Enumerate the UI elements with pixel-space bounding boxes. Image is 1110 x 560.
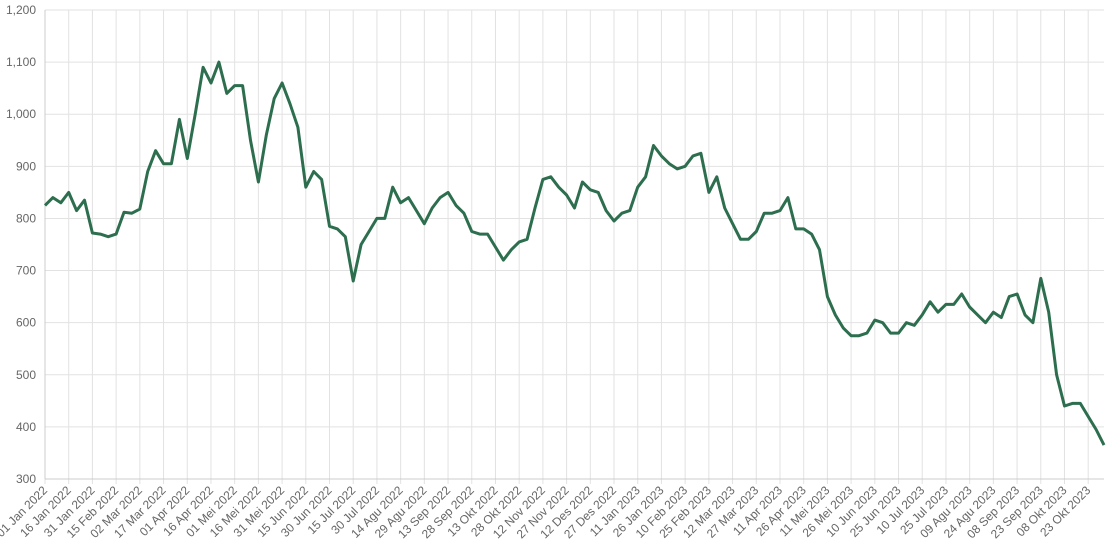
y-tick-label: 1,100	[6, 55, 36, 69]
y-tick-label: 400	[16, 420, 36, 434]
y-tick-label: 900	[16, 159, 36, 173]
y-tick-label: 700	[16, 264, 36, 278]
y-tick-label: 300	[16, 472, 36, 486]
y-tick-label: 500	[16, 368, 36, 382]
y-tick-label: 1,200	[6, 3, 36, 17]
y-tick-label: 600	[16, 316, 36, 330]
y-tick-label: 800	[16, 211, 36, 225]
line-series	[43, 60, 1106, 446]
y-tick-label: 1,000	[6, 107, 36, 121]
